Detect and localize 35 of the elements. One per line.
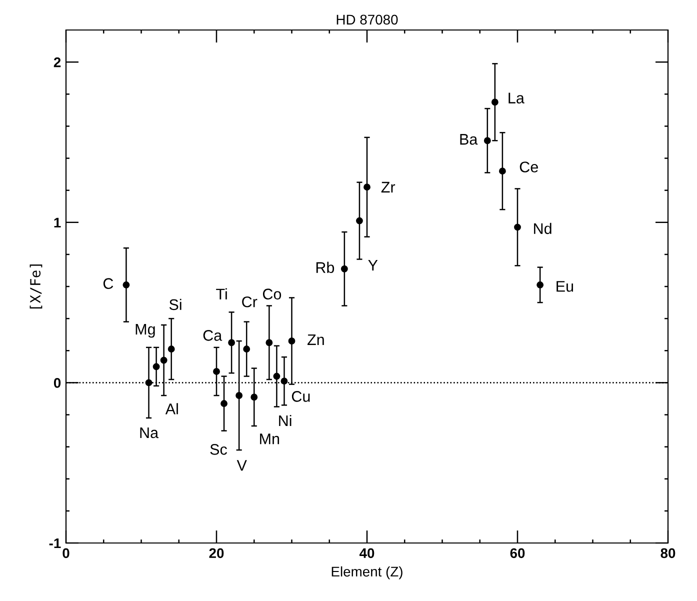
annotation: Al <box>165 403 178 414</box>
y-axis-title: [X/Fe] <box>30 264 42 308</box>
annotation: Mn <box>260 434 280 444</box>
annotation: Sc <box>210 444 227 455</box>
annotation: Cr <box>242 296 258 308</box>
annotation: Eu <box>556 281 574 292</box>
annotation: Rb <box>316 262 334 273</box>
x-tick-label: 60 <box>510 548 525 558</box>
annotation: Y <box>368 260 378 271</box>
annotation: Cu <box>292 391 310 402</box>
y-tick-label: -1 <box>49 538 61 548</box>
annotation: V <box>236 460 247 471</box>
y-tick-label: 1 <box>54 218 61 228</box>
x-tick-label: 20 <box>209 548 224 558</box>
annotation: La <box>508 92 524 104</box>
annotation: Ba <box>460 134 478 145</box>
annotation: C <box>103 278 114 289</box>
annotation: Ti <box>216 288 227 300</box>
chart-title: HD 87080 <box>336 14 398 25</box>
annotation: Zn <box>308 334 324 345</box>
y-tick-label: 0 <box>54 378 61 388</box>
x-tick-label: 0 <box>62 548 70 558</box>
annotation: Mg <box>136 324 155 338</box>
x-tick-label: 80 <box>660 548 676 558</box>
annotation: Ni <box>279 414 292 426</box>
annotation: Zr <box>381 182 396 192</box>
annotation: Ce <box>520 162 538 172</box>
annotation: Nd <box>534 222 552 234</box>
annotation: Ca <box>203 330 222 341</box>
annotation: Si <box>169 298 182 310</box>
annotation: Na <box>140 428 159 438</box>
annotation: Co <box>262 288 282 300</box>
y-tick-label: 2 <box>54 57 61 68</box>
x-tick-label: 40 <box>359 548 374 558</box>
x-axis-title: Element (Z) <box>332 566 402 580</box>
